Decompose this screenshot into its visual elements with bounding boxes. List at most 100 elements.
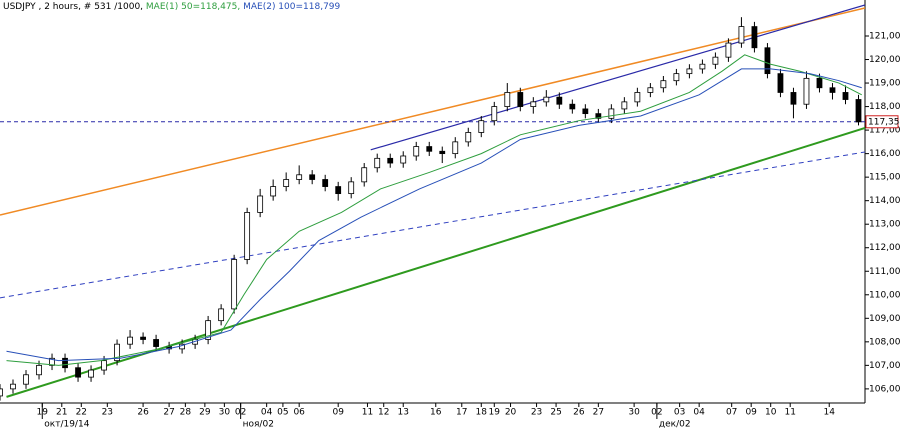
candle-body	[816, 77, 823, 89]
candle-body	[790, 92, 797, 105]
candle-body	[10, 383, 16, 390]
x-tick-label: 14	[824, 408, 836, 418]
x-tick-label: 26	[573, 408, 585, 418]
date-label: ноя/02	[243, 420, 274, 430]
x-tick-label: 18	[476, 408, 488, 418]
candle-body	[543, 96, 550, 103]
candle-body	[140, 336, 146, 340]
candle-body	[49, 357, 55, 366]
candle-body	[751, 26, 758, 49]
candle-body	[777, 73, 784, 93]
candle-body	[257, 195, 264, 213]
candle-body	[634, 92, 641, 103]
candle-body	[712, 56, 719, 65]
candle-body	[582, 108, 589, 115]
price-label: 117,354	[868, 117, 900, 127]
candle-body	[23, 374, 29, 385]
candle-body	[478, 120, 485, 133]
y-tick-label: 121,000	[869, 31, 900, 41]
date-label: дек/02	[659, 420, 691, 430]
trend-line	[370, 4, 865, 151]
x-tick-label: 25	[550, 408, 561, 418]
x-tick-label: 20	[505, 408, 517, 418]
y-tick-label: 112,000	[869, 243, 900, 253]
candle-body	[803, 77, 810, 105]
candle-body	[75, 367, 81, 378]
x-tick-label: 03	[674, 408, 685, 418]
x-tick-label: 11	[784, 408, 795, 418]
candle-body	[452, 141, 459, 155]
candle-body	[244, 212, 251, 260]
candle-body	[374, 157, 381, 169]
x-tick-label: 27	[163, 408, 174, 418]
candle-body	[218, 308, 225, 322]
y-tick-label: 111,000	[869, 267, 900, 277]
candle-body	[465, 132, 472, 143]
y-tick-label: 114,000	[869, 196, 900, 206]
y-tick-label: 106,000	[869, 384, 900, 394]
candle-body	[842, 92, 849, 100]
candle-body	[101, 360, 107, 371]
moving-average	[6, 68, 862, 362]
x-tick-label: 21	[56, 408, 67, 418]
candle-body	[127, 336, 133, 345]
candle-body	[569, 103, 576, 110]
y-tick-label: 116,000	[869, 149, 900, 159]
candle-body	[400, 155, 407, 164]
moving-average	[6, 54, 862, 366]
x-tick-label: 12	[378, 408, 389, 418]
candle-body	[361, 167, 368, 183]
candle-body	[413, 146, 420, 157]
x-tick-label: 06	[293, 408, 305, 418]
candle-body	[322, 179, 329, 187]
candle-body	[205, 320, 212, 340]
trend-line	[0, 7, 865, 216]
y-tick-label: 109,000	[869, 314, 900, 324]
candle-body	[88, 369, 94, 378]
price-label-box	[865, 115, 899, 129]
candle-body	[335, 186, 342, 195]
candle-body	[270, 186, 277, 197]
x-tick-label: 04	[261, 408, 273, 418]
candle-body	[530, 101, 537, 107]
candle-body	[738, 26, 745, 44]
candle-body	[608, 108, 615, 119]
candle-body	[829, 87, 836, 93]
y-tick-label: 119,000	[869, 79, 900, 89]
y-tick-label: 107,000	[869, 361, 900, 371]
candle-body	[660, 80, 667, 89]
y-tick-label: 115,000	[869, 173, 900, 183]
y-tick-label: 108,000	[869, 337, 900, 347]
x-tick-label: 10	[765, 408, 777, 418]
x-tick-label: 17	[456, 408, 467, 418]
x-tick-label: 09	[745, 408, 757, 418]
candle-body	[62, 357, 68, 369]
candle-body	[855, 99, 862, 123]
candle-body	[517, 92, 524, 107]
candle-body	[426, 146, 433, 152]
y-tick-label: 113,000	[869, 220, 900, 230]
chart-title: USDJPY , 2 hours, # 531 /1000, MAE(1) 50…	[3, 2, 341, 12]
x-tick-label: 19	[489, 408, 501, 418]
x-tick-label: 23	[531, 408, 542, 418]
candle-body	[231, 259, 238, 310]
x-tick-label: 13	[398, 408, 409, 418]
candle-body	[621, 101, 628, 110]
y-tick-label: 110,000	[869, 290, 900, 300]
y-tick-label: 120,000	[869, 55, 900, 65]
x-tick-label: 05	[277, 408, 288, 418]
x-tick-label: 23	[102, 408, 113, 418]
candle-body	[283, 179, 290, 187]
x-tick-label: 26	[137, 408, 149, 418]
candle-body	[309, 174, 316, 180]
x-tick-label: 30	[628, 408, 640, 418]
candle-body	[673, 73, 680, 82]
legend-ma1: MAE(1) 50=118,475,	[146, 2, 240, 12]
candle-body	[36, 364, 42, 376]
x-tick-label: 09	[332, 408, 344, 418]
candle-body	[647, 87, 654, 93]
candle-body	[556, 96, 563, 105]
x-tick-label: 30	[219, 408, 231, 418]
